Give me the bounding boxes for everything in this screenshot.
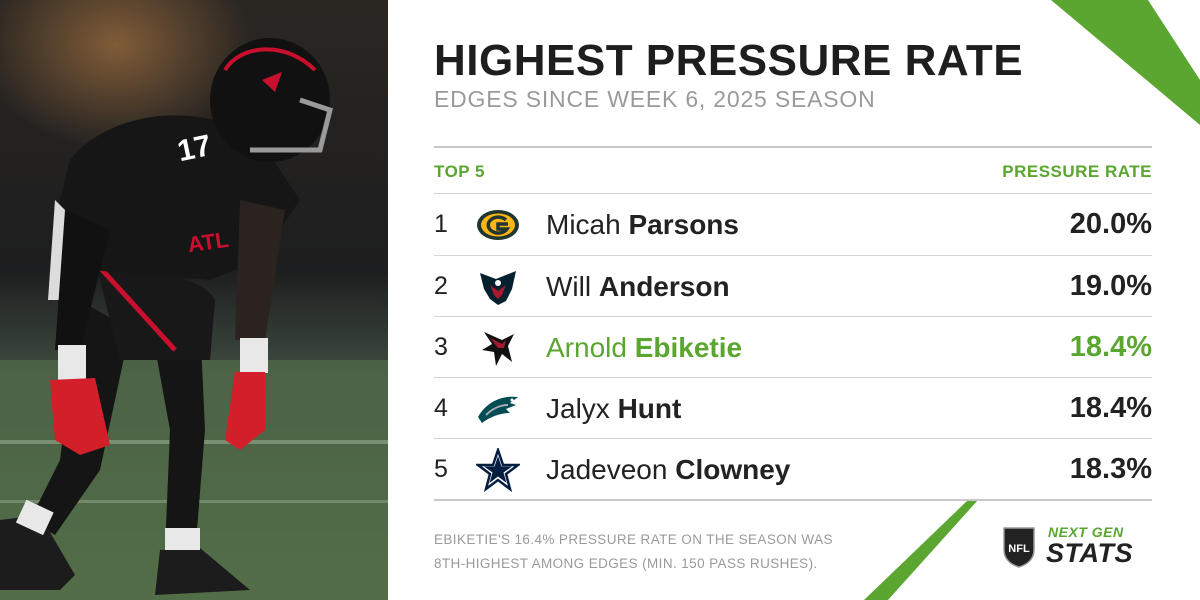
eagles-logo-icon — [478, 396, 518, 423]
table-row: 1 Micah Parsons 20.0% — [434, 194, 1152, 255]
player-name: Will Anderson — [546, 271, 730, 303]
rank: 2 — [434, 272, 448, 300]
table-bottom-divider — [434, 499, 1152, 501]
brand-line-2: STATS — [1046, 538, 1133, 568]
last-name: Hunt — [617, 393, 682, 424]
column-header-pressure-rate: PRESSURE RATE — [1002, 162, 1152, 181]
row-divider — [434, 255, 1152, 256]
row-divider — [434, 377, 1152, 378]
table-row: 2 Will Anderson 19.0% — [434, 256, 1152, 317]
next-gen-stats-logo: NFL NEXT GEN STATS — [1002, 522, 1152, 572]
texans-logo-icon — [480, 271, 516, 305]
pressure-rate-value: 19.0% — [1069, 270, 1152, 302]
row-divider — [434, 438, 1152, 439]
cowboys-logo-icon — [476, 448, 520, 492]
first-name: Jadeveon — [546, 454, 668, 485]
pressure-rate-value: 18.3% — [1069, 453, 1152, 485]
rank: 5 — [434, 455, 448, 483]
player-photo: 17 ATL — [0, 0, 388, 600]
jersey-text: ATL — [186, 227, 230, 257]
brand-line-1: NEXT GEN — [1048, 524, 1124, 540]
rank: 1 — [434, 210, 448, 238]
footnote-line-2: 8TH-HIGHEST AMONG EDGES (MIN. 150 PASS R… — [434, 556, 818, 571]
nfl-shield-icon: NFL — [1003, 527, 1035, 568]
last-name: Anderson — [598, 271, 730, 302]
table-row-highlighted: 3 Arnold Ebiketie 18.4% — [434, 317, 1152, 378]
player-name: Micah Parsons — [546, 209, 739, 241]
first-name: Will — [546, 271, 592, 302]
table-row: 4 Jalyx Hunt 18.4% — [434, 378, 1152, 439]
player-name: Jalyx Hunt — [546, 393, 681, 425]
page-title: HIGHEST PRESSURE RATE — [434, 36, 1024, 85]
last-name: Clowney — [675, 454, 791, 485]
footnote-line-1: EBIKETIE'S 16.4% PRESSURE RATE ON THE SE… — [434, 532, 833, 547]
pressure-rate-value: 18.4% — [1069, 331, 1152, 363]
falcons-logo-icon — [482, 332, 514, 366]
row-divider — [434, 316, 1152, 317]
table-row: 5 Jadeveon Clowney 18.3% — [434, 439, 1152, 500]
player-illustration: 17 ATL — [0, 0, 388, 600]
header-divider — [434, 146, 1152, 148]
last-name: Ebiketie — [634, 332, 743, 363]
first-name: Arnold — [546, 332, 627, 363]
pressure-rate-value: 18.4% — [1069, 392, 1152, 424]
first-name: Jalyx — [546, 393, 610, 424]
content-panel: HIGHEST PRESSURE RATE EDGES SINCE WEEK 6… — [388, 0, 1200, 600]
jersey-number: 17 — [175, 129, 215, 168]
player-name: Arnold Ebiketie — [546, 332, 742, 364]
column-header-top5: TOP 5 — [434, 162, 486, 181]
nfl-shield-text: NFL — [1008, 543, 1030, 555]
row-divider — [434, 193, 1152, 194]
last-name: Parsons — [628, 209, 739, 240]
pressure-rate-value: 20.0% — [1069, 208, 1152, 240]
rank: 3 — [434, 333, 448, 361]
player-name: Jadeveon Clowney — [546, 454, 790, 486]
rank: 4 — [434, 394, 448, 422]
page-subtitle: EDGES SINCE WEEK 6, 2025 SEASON — [434, 86, 876, 112]
packers-logo-icon — [477, 210, 519, 240]
first-name: Micah — [546, 209, 621, 240]
footnote: EBIKETIE'S 16.4% PRESSURE RATE ON THE SE… — [434, 528, 894, 576]
